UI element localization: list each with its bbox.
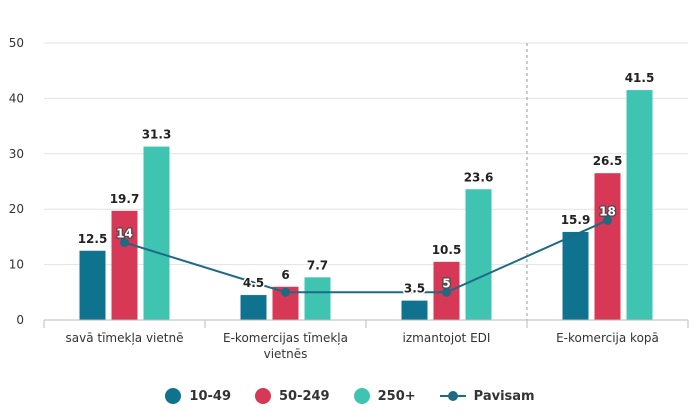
legend-swatch-icon — [439, 388, 466, 404]
y-tick-label: 0 — [16, 313, 24, 327]
bars — [79, 90, 653, 320]
data-label: 10.5 — [432, 243, 462, 257]
bar-50-249 — [111, 210, 138, 320]
bar-50-249 — [594, 173, 621, 320]
x-axis: savā tīmekļa vietnē E-komercijas tīmekļa v… — [43, 319, 689, 361]
y-tick-label: 20 — [9, 202, 24, 216]
data-label: 7.7 — [307, 258, 328, 272]
line-data-label: 18 — [599, 204, 616, 218]
legend-swatch-icon — [165, 388, 182, 404]
chart: 0 10 20 30 40 50 12.5 4.5 3.5 15.9 19.7 6 10.5 26.5 3… — [9, 36, 689, 361]
total-line — [120, 215, 612, 297]
data-label: 26.5 — [593, 154, 623, 168]
bar-10-49 — [562, 231, 589, 320]
data-label: 41.5 — [625, 71, 655, 85]
data-label: 4.5 — [243, 276, 264, 290]
x-category-label: E-komercija kopā — [556, 331, 659, 345]
legend-swatch-icon — [353, 388, 370, 404]
bar-250+ — [626, 90, 653, 320]
data-labels: 12.5 4.5 3.5 15.9 19.7 6 10.5 26.5 31.3 7.7 23.6 41… — [76, 70, 656, 298]
bar-10-49 — [79, 250, 106, 320]
line-data-label: 14 — [116, 226, 133, 240]
bar-10-49 — [401, 300, 428, 320]
data-label: 6 — [281, 268, 289, 282]
data-label: 15.9 — [561, 213, 591, 227]
point-Pavisam — [120, 237, 129, 247]
grid-lines — [44, 42, 688, 320]
legend-label: 10-49 — [189, 388, 231, 404]
x-category-label: E-komercijas tīmekļa — [223, 331, 348, 345]
line-Pavisam — [124, 219, 608, 294]
point-Pavisam — [442, 287, 451, 297]
bar-250+ — [143, 146, 170, 320]
legend-item[interactable]: 250+ — [353, 388, 416, 404]
line-data-label: 5 — [442, 276, 450, 290]
point-Pavisam — [603, 215, 612, 225]
x-category-label: savā tīmekļa vietnē — [66, 331, 184, 345]
data-label: 12.5 — [78, 232, 108, 246]
x-category-label: izmantojot EDI — [403, 331, 491, 345]
y-tick-label: 50 — [9, 36, 24, 50]
legend: 10-49 50-249 250+ Pavisam — [0, 384, 700, 408]
y-tick-label: 30 — [9, 147, 24, 161]
legend-item[interactable]: 10-49 — [165, 388, 231, 404]
bar-10-49 — [240, 295, 267, 320]
point-Pavisam — [281, 287, 290, 297]
bar-250+ — [465, 189, 492, 320]
y-tick-label: 10 — [9, 258, 24, 272]
legend-label: 50-249 — [278, 388, 330, 404]
legend-item[interactable]: 50-249 — [254, 388, 330, 404]
data-label: 19.7 — [110, 192, 140, 206]
y-axis: 0 10 20 30 40 50 — [9, 36, 24, 327]
bar-250+ — [304, 277, 331, 320]
data-label: 23.6 — [464, 170, 494, 184]
legend-label: Pavisam — [473, 388, 535, 404]
legend-item[interactable]: Pavisam — [439, 388, 535, 404]
x-category-label: vietnēs — [264, 347, 308, 361]
legend-label: 250+ — [377, 388, 416, 404]
legend-swatch-icon — [254, 388, 271, 404]
data-label: 31.3 — [142, 128, 172, 142]
y-tick-label: 40 — [9, 91, 24, 105]
data-label: 3.5 — [404, 282, 425, 296]
